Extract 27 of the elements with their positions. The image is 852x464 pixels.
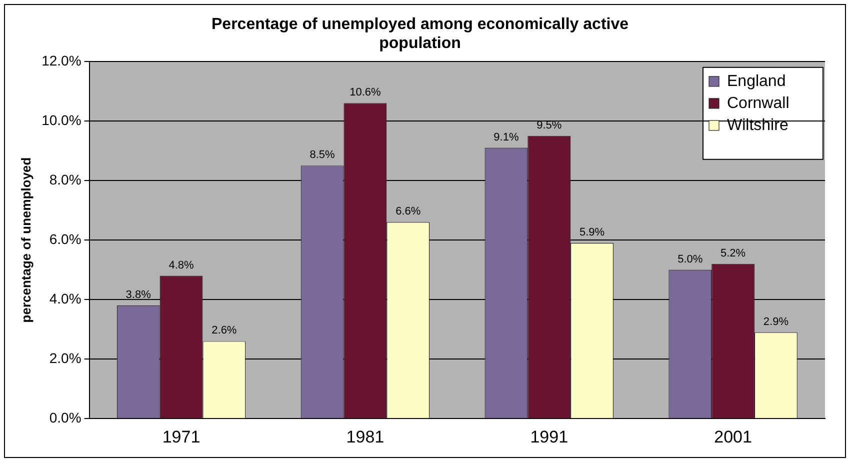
y-tick-label: 8.0% [49,171,82,188]
legend-label: Cornwall [727,94,790,112]
chart-title: Percentage of unemployed among economically active population [211,16,629,52]
data-label: 9.1% [494,131,519,144]
y-tick-label: 6.0% [49,230,82,247]
data-label: 5.9% [579,226,605,239]
y-tick-label: 2.0% [49,350,82,366]
y-axis-title: percentage of unemployed [18,157,34,323]
x-tick-label: 2001 [714,427,752,446]
legend-label: Wiltshire [727,116,788,134]
data-label: 5.0% [678,253,703,266]
x-tick-label: 1991 [530,427,568,446]
data-label: 2.9% [763,316,789,328]
data-label: 5.2% [720,247,746,260]
data-label: 2.6% [212,324,237,337]
x-tick-label: 1971 [162,427,200,446]
data-label: 10.6% [350,86,381,99]
y-tick-label: 4.0% [49,290,82,306]
y-tick-label: 12.0% [42,52,82,68]
legend-label: England [727,72,786,90]
data-label: 6.6% [396,206,421,218]
y-tick-label: 0.0% [49,409,82,426]
data-label: 3.8% [126,289,152,302]
y-tick-label: 10.0% [42,112,82,128]
data-label: 8.5% [310,149,336,162]
x-tick-label: 1981 [346,427,384,446]
data-label: 4.8% [168,259,194,272]
